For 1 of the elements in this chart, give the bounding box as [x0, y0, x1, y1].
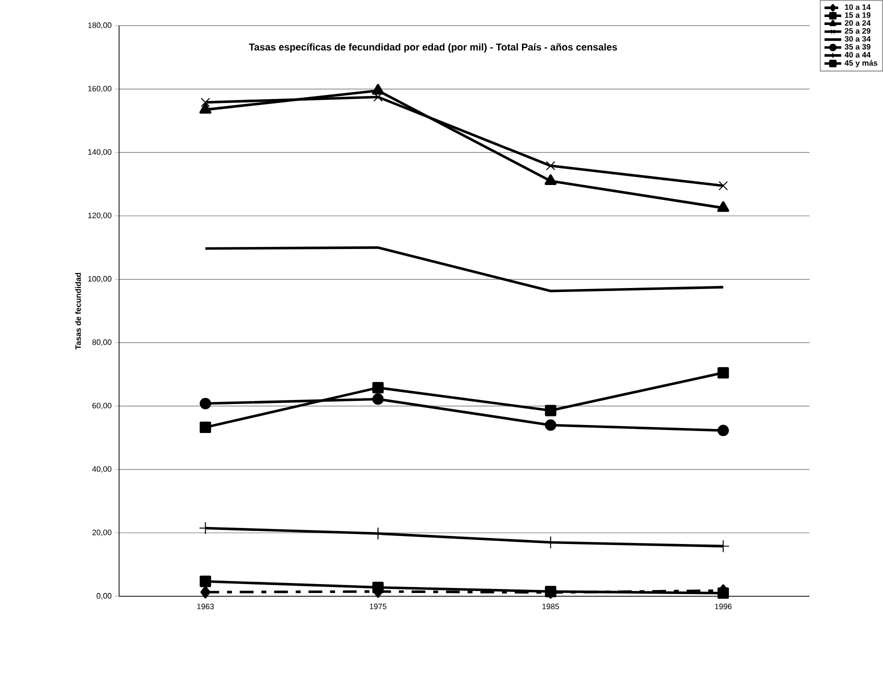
text: Tasas específicas de fecundidad por edad (por mil) - Total País - años censales: [248, 43, 617, 52]
